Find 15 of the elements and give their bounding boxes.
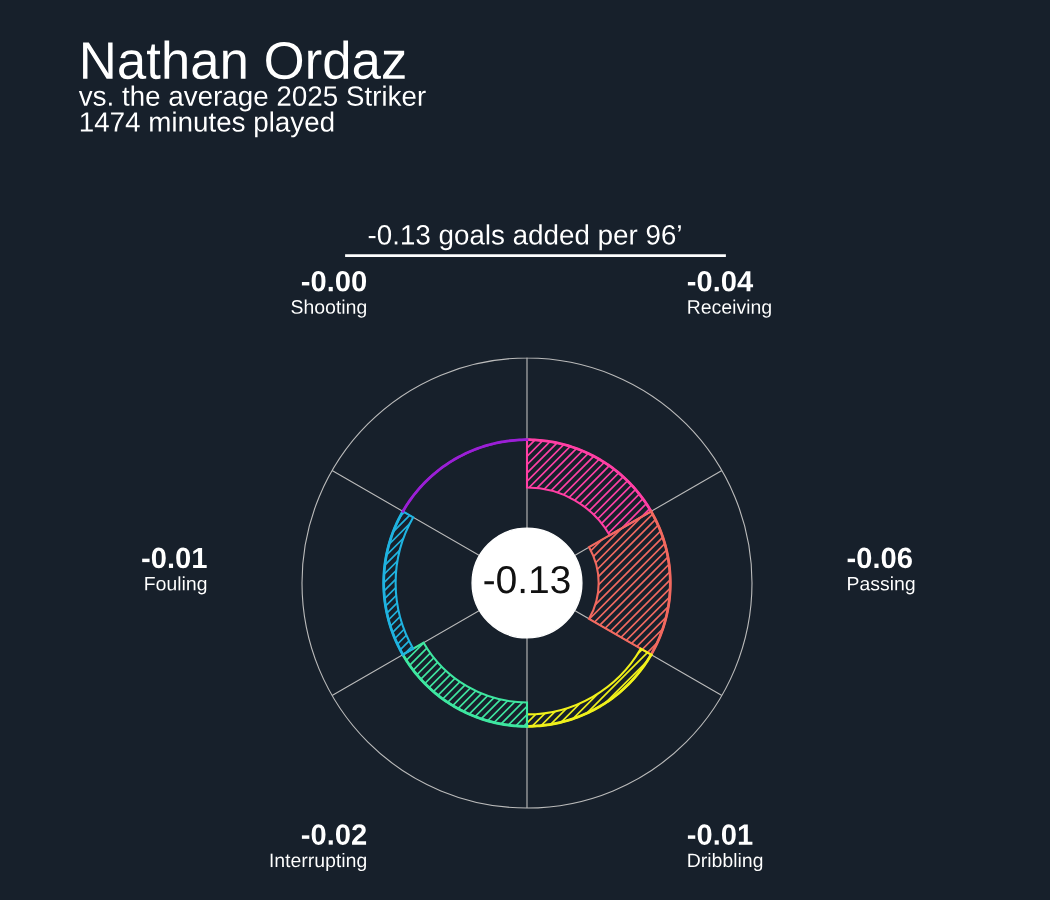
- category-label: Shooting: [291, 299, 366, 318]
- category-label: Fouling: [145, 576, 207, 595]
- text: vs. the average 2025 Striker 1474 minutes played: [78, 85, 426, 138]
- data-label: -0.00: [301, 270, 367, 292]
- text: -0.13 goals added per 96’: [368, 224, 681, 251]
- data-label: -0.01: [687, 824, 753, 845]
- data-label: -0.02: [301, 824, 367, 845]
- data-label: -0.04: [687, 270, 754, 292]
- data-label: -0.01: [142, 547, 207, 569]
- category-label: Receiving: [688, 299, 771, 318]
- text: Nathan Ordaz: [83, 40, 405, 80]
- category-label: Passing: [848, 576, 915, 595]
- category-label: Dribbling: [688, 852, 763, 872]
- data-label: -0.06: [847, 547, 912, 569]
- category-label: Interrupting: [270, 852, 366, 872]
